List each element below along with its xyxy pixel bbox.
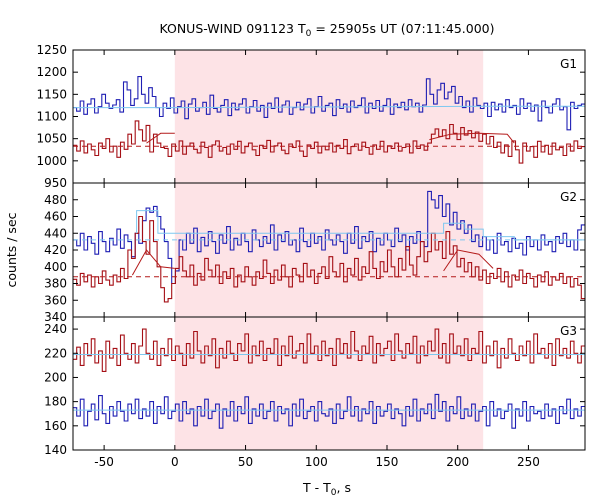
fit-line-1 [136, 210, 585, 241]
fit-line-3 [131, 249, 175, 276]
y-tick-label: 440 [44, 226, 67, 240]
y-tick-label: 180 [44, 395, 67, 409]
panel-g3: 140 160 180 200 220 240 G3 [44, 316, 586, 457]
series-red [73, 328, 585, 372]
x-tick-label: 250 [517, 455, 540, 469]
panel-data [73, 76, 585, 164]
y-tick-label: 160 [44, 419, 67, 433]
x-tick-label: 0 [171, 455, 179, 469]
x-tick-label: -50 [94, 455, 114, 469]
x-axis-label-rest: , s [337, 480, 351, 495]
fit-line-4 [443, 249, 494, 272]
y-tick-label: 140 [44, 443, 67, 457]
fit-line-0 [73, 105, 585, 109]
x-axis-label-main: T - T [302, 480, 331, 495]
x-tick-label: 100 [305, 455, 328, 469]
panel-label: G1 [560, 57, 577, 71]
y-tick-label: 400 [44, 260, 67, 274]
y-tick-label: 1200 [36, 65, 67, 79]
fit-line-2 [146, 132, 175, 144]
x-tick-label: 50 [238, 455, 253, 469]
x-axis-label: T - T0, s [302, 480, 351, 498]
x-tick-label: 200 [446, 455, 469, 469]
x-tick-label: 150 [376, 455, 399, 469]
series-red [73, 215, 585, 303]
y-tick-label: 1250 [36, 43, 67, 57]
panel-frame [72, 316, 586, 451]
y-tick-label: 220 [44, 346, 67, 360]
fit-line-3 [429, 132, 515, 144]
series-blue [73, 393, 585, 429]
chart-title: KONUS-WIND 091123 T0 = 25905s UT (07:11:… [159, 21, 494, 39]
chart-title-rest: = 25905s UT (07:11:45.000) [311, 21, 494, 36]
panel-g1: 950 1000 1050 1100 1150 1200 1250 G1 [36, 43, 586, 190]
y-tick-label: 950 [44, 176, 67, 190]
y-tick-label: 1000 [36, 154, 67, 168]
x-axis-label-sub: 0 [331, 488, 337, 498]
series-blue [73, 190, 585, 285]
y-tick-label: 1100 [36, 110, 67, 124]
y-tick-label: 360 [44, 293, 67, 307]
chart-title-sub: 0 [306, 29, 312, 39]
panel-data [73, 328, 585, 429]
y-tick-label: 380 [44, 277, 67, 291]
y-tick-label: 1050 [36, 132, 67, 146]
y-tick-label: 480 [44, 193, 67, 207]
y-tick-label: 240 [44, 322, 67, 336]
chart-title-main: KONUS-WIND 091123 T [159, 21, 305, 36]
plot-layer: 950100010501100115012001250G134036038040… [36, 43, 586, 469]
y-tick-label: 340 [44, 310, 67, 324]
panel-data [73, 190, 585, 303]
panel-label: G3 [560, 324, 577, 338]
panel-label: G2 [560, 190, 577, 204]
series-blue [73, 76, 585, 131]
y-tick-label: 200 [44, 370, 67, 384]
y-tick-label: 420 [44, 243, 67, 257]
y-tick-label: 1150 [36, 87, 67, 101]
y-tick-label: 460 [44, 210, 67, 224]
y-axis-label: counts / sec [4, 212, 19, 287]
